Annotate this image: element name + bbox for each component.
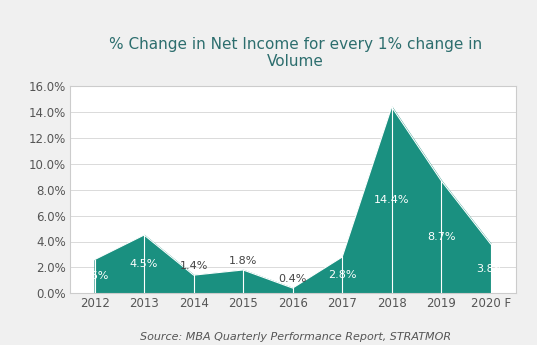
Text: 1.8%: 1.8%: [229, 256, 257, 266]
Text: Source: MBA Quarterly Performance Report, STRATMOR: Source: MBA Quarterly Performance Report…: [140, 332, 451, 342]
Text: % Change in Net Income for every 1% change in
Volume: % Change in Net Income for every 1% chan…: [109, 37, 482, 69]
Text: 1.4%: 1.4%: [179, 261, 208, 271]
Text: 3.8%: 3.8%: [476, 264, 505, 274]
Text: 2.8%: 2.8%: [328, 270, 357, 280]
Text: 2.6%: 2.6%: [81, 272, 109, 282]
Text: 0.4%: 0.4%: [279, 274, 307, 284]
Text: 8.7%: 8.7%: [427, 232, 455, 242]
Text: 14.4%: 14.4%: [374, 195, 409, 205]
Text: 4.5%: 4.5%: [130, 259, 158, 269]
